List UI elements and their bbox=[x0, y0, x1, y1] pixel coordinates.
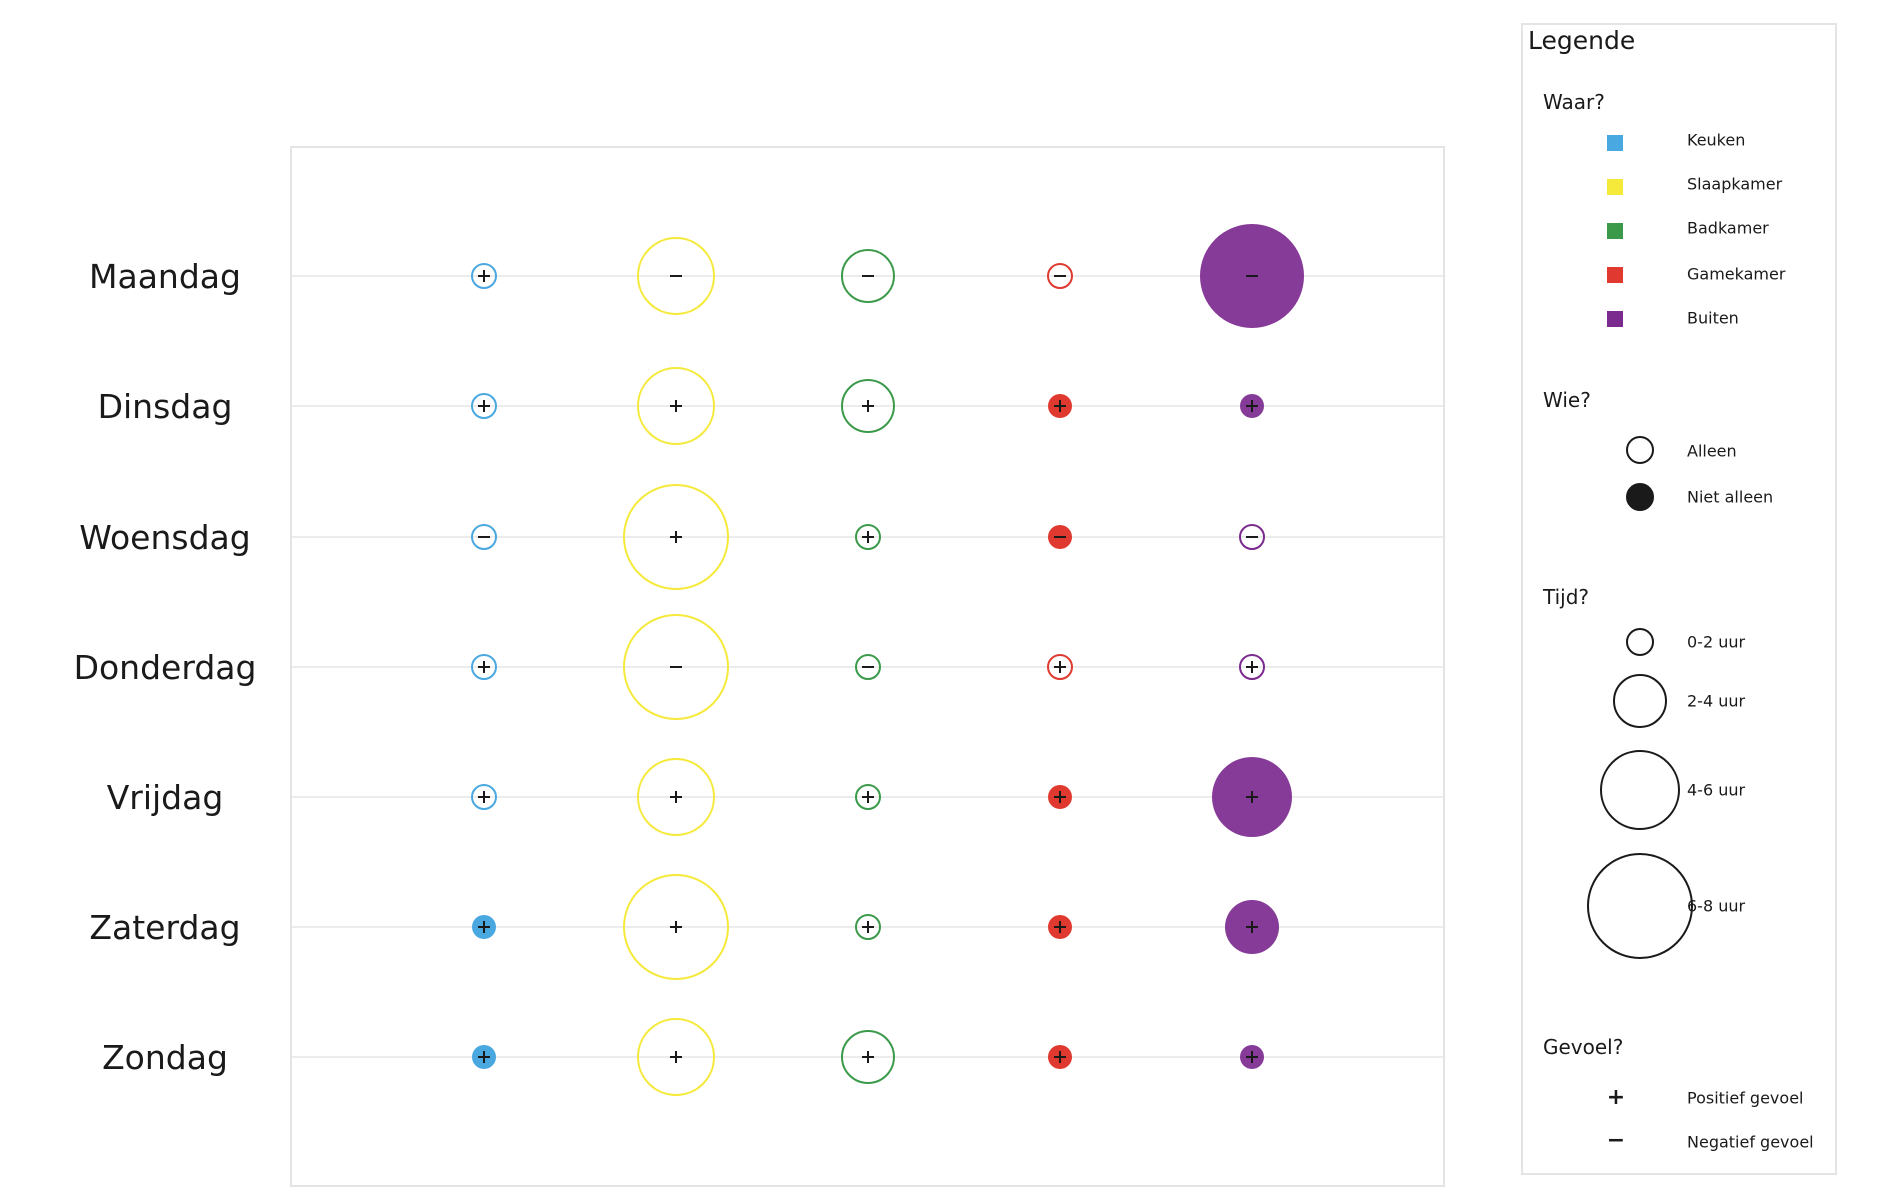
bubble bbox=[637, 237, 715, 315]
legend-label-slaapkamer: Slaapkamer bbox=[1687, 174, 1783, 194]
row-label: Dinsdag bbox=[98, 387, 233, 426]
legend-heading-tijd: Tijd? bbox=[1543, 585, 1590, 609]
bubble bbox=[471, 654, 497, 680]
legend-swatch-slaapkamer bbox=[1607, 179, 1623, 195]
legend-swatch-gamekamer bbox=[1607, 267, 1623, 283]
legend-size-6-8-icon bbox=[1587, 853, 1693, 959]
legend-swatch-buiten bbox=[1607, 311, 1623, 327]
bubble bbox=[471, 784, 497, 810]
bubble bbox=[841, 1030, 895, 1084]
legend-size-2-4-icon bbox=[1613, 674, 1667, 728]
plot-frame bbox=[290, 146, 1445, 1187]
legend-swatch-badkamer bbox=[1607, 223, 1623, 239]
bubble bbox=[637, 367, 715, 445]
legend-heading-wie: Wie? bbox=[1543, 388, 1591, 412]
legend-niet-alleen-circle-icon bbox=[1626, 483, 1654, 511]
minus-icon: − bbox=[1606, 1128, 1626, 1153]
bubble bbox=[623, 614, 729, 720]
legend-title: Legende bbox=[1528, 26, 1636, 55]
bubble bbox=[855, 654, 881, 680]
bubble bbox=[471, 263, 497, 289]
legend-swatch-keuken bbox=[1607, 135, 1623, 151]
row-label: Donderdag bbox=[74, 648, 257, 687]
bubble bbox=[623, 484, 729, 590]
legend-size-0-2-icon bbox=[1626, 628, 1654, 656]
legend-label-niet-alleen: Niet alleen bbox=[1687, 487, 1774, 507]
legend-heading-gevoel: Gevoel? bbox=[1543, 1035, 1624, 1059]
bubble bbox=[471, 393, 497, 419]
legend-label-badkamer: Badkamer bbox=[1687, 218, 1769, 238]
bubble bbox=[1239, 524, 1265, 550]
bubble bbox=[637, 1018, 715, 1096]
bubble bbox=[623, 874, 729, 980]
bubble bbox=[637, 758, 715, 836]
legend-label-2-4-uur: 2-4 uur bbox=[1687, 691, 1746, 711]
plus-icon: + bbox=[1606, 1085, 1626, 1110]
legend-label-negatief: Negatief gevoel bbox=[1687, 1132, 1814, 1152]
legend-panel bbox=[1521, 23, 1837, 1175]
row-label: Zaterdag bbox=[89, 908, 240, 947]
bubble bbox=[841, 379, 895, 433]
legend-label-6-8-uur: 6-8 uur bbox=[1687, 896, 1746, 916]
legend-label-4-6-uur: 4-6 uur bbox=[1687, 780, 1746, 800]
legend-label-alleen: Alleen bbox=[1687, 441, 1737, 461]
legend-alleen-circle-icon bbox=[1626, 436, 1654, 464]
row-label: Zondag bbox=[102, 1038, 228, 1077]
bubble bbox=[841, 249, 895, 303]
bubble bbox=[471, 524, 497, 550]
bubble bbox=[855, 784, 881, 810]
bubble bbox=[1047, 263, 1073, 289]
bubble bbox=[855, 524, 881, 550]
row-label: Vrijdag bbox=[107, 778, 224, 817]
legend-label-0-2-uur: 0-2 uur bbox=[1687, 632, 1746, 652]
row-label: Maandag bbox=[89, 257, 241, 296]
legend-label-positief: Positief gevoel bbox=[1687, 1088, 1804, 1108]
legend-heading-waar: Waar? bbox=[1543, 90, 1605, 114]
legend-label-keuken: Keuken bbox=[1687, 130, 1746, 150]
legend-label-buiten: Buiten bbox=[1687, 308, 1739, 328]
bubble bbox=[1047, 654, 1073, 680]
row-label: Woensdag bbox=[79, 518, 250, 557]
bubble bbox=[855, 914, 881, 940]
legend-label-gamekamer: Gamekamer bbox=[1687, 264, 1786, 284]
bubble bbox=[1239, 654, 1265, 680]
legend-size-4-6-icon bbox=[1600, 750, 1680, 830]
